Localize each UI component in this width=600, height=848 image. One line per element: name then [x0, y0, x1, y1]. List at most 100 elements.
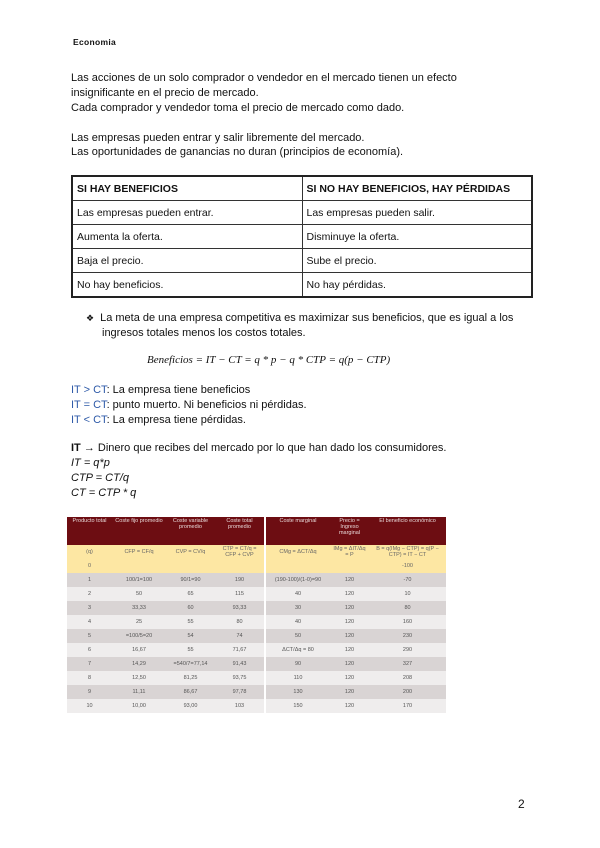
cost-table-cell: 9 [67, 685, 112, 699]
cost-table-cell: 0 [67, 559, 112, 573]
cost-table-cell: 120 [330, 643, 369, 657]
cost-table-cell: =540/7=77,14 [166, 657, 215, 671]
cost-table-cell: 120 [330, 699, 369, 713]
bullet-text: La meta de una empresa competitiva es ma… [100, 312, 514, 324]
cost-table-cell: 65 [166, 587, 215, 601]
comparison-table: SI HAY BENEFICIOS SI NO HAY BENEFICIOS, … [71, 175, 533, 298]
table-header-row: SI HAY BENEFICIOS SI NO HAY BENEFICIOS, … [71, 175, 533, 201]
paragraph-line: Las oportunidades de ganancias no duran … [71, 146, 404, 158]
cost-table-row: Producto total Coste fijo promedio Coste v… [67, 517, 446, 545]
cost-table-cell: 110 [265, 671, 330, 685]
cost-table-cell: 93,75 [215, 671, 266, 685]
condition-text: : La empresa tiene beneficios [106, 384, 251, 396]
cost-table-cell: B = q(IMg − CTP) = q(P − CTP) = IT − CT [369, 545, 446, 559]
cost-table-row: 8 12,50 81,25 93,75 110 120 208 [67, 671, 446, 685]
equation: CT = CTP * q [71, 487, 137, 499]
cost-table-cell: 120 [330, 671, 369, 685]
cost-table-row: 5 =100/5=20 54 74 50 120 230 [67, 629, 446, 643]
cost-table-row: 7 14,29 =540/7=77,14 91,43 90 120 327 [67, 657, 446, 671]
cost-table-cell: 40 [265, 615, 330, 629]
cell: Las empresas pueden salir. [301, 200, 533, 225]
bullet-item: ❖ La meta de una empresa competitiva es m… [86, 311, 513, 341]
cost-table-cell: 33,33 [112, 601, 166, 615]
it-definition: IT → Dinero que recibes del mercado por … [71, 441, 446, 456]
cost-table-cell: 170 [369, 699, 446, 713]
cost-table-row: 2 50 65 115 40 120 10 [67, 587, 446, 601]
condition-label: IT < CT [71, 414, 107, 426]
table-row: No hay beneficios. No hay pérdidas. [71, 272, 533, 298]
cell: Las empresas pueden entrar. [71, 200, 303, 225]
cost-table-cell: 40 [265, 587, 330, 601]
page-number: 2 [518, 797, 525, 811]
cell: Aumenta la oferta. [71, 224, 303, 249]
cost-table-row: 3 33,33 60 93,33 30 120 80 [67, 601, 446, 615]
cell: No hay pérdidas. [301, 272, 533, 298]
cost-table-cell: 190 [215, 573, 266, 587]
cost-table-cell: 97,78 [215, 685, 266, 699]
cost-table-row: (q) CFP = CF/q CVP = CV/q CTP = CT/q = CFP … [67, 545, 446, 559]
condition-text: : punto muerto. Ni beneficios ni pérdida… [106, 399, 307, 411]
cost-table-row: 0 -100 [67, 559, 446, 573]
condition-label: IT = CT [71, 399, 107, 411]
cost-table-row: 10 10,00 93,00 103 150 120 170 [67, 699, 446, 713]
cost-table-cell: 90/1=90 [166, 573, 215, 587]
condition-line: IT > CT: La empresa tiene beneficios [71, 383, 250, 398]
cost-table-cell: 54 [166, 629, 215, 643]
cost-table-cell: 10,00 [112, 699, 166, 713]
cost-table-cell: 4 [67, 615, 112, 629]
cost-table-cell: Coste variable promedio [166, 517, 215, 545]
cost-table-cell: CTP = CT/q = CFP + CVP [215, 545, 266, 559]
cost-table-cell: 120 [330, 587, 369, 601]
cost-table-cell: 120 [330, 615, 369, 629]
cost-table-cell: 120 [330, 657, 369, 671]
cost-table-image: Producto total Coste fijo promedio Coste v… [67, 517, 446, 713]
bullet-text: ingresos totales menos los costos totale… [102, 327, 306, 339]
cost-table-cell: 91,43 [215, 657, 266, 671]
cost-table-cell: 150 [265, 699, 330, 713]
condition-text: : La empresa tiene pérdidas. [106, 414, 246, 426]
cost-table-cell: 120 [330, 601, 369, 615]
cost-table-cell: 8 [67, 671, 112, 685]
cost-table-cell: 30 [265, 601, 330, 615]
cost-table-cell: IMg = ΔIT/Δq = P [330, 545, 369, 559]
cost-table-cell: 11,11 [112, 685, 166, 699]
cost-table-cell: (190-100)/(1-0)=90 [265, 573, 330, 587]
cost-table-cell: 200 [369, 685, 446, 699]
cost-table-cell: 120 [330, 573, 369, 587]
paragraph-line: Las empresas pueden entrar y salir libre… [71, 132, 365, 144]
cost-table-cell: 86,67 [166, 685, 215, 699]
cost-table-cell: 55 [166, 615, 215, 629]
cost-table-cell: =100/5=20 [112, 629, 166, 643]
condition-line: IT < CT: La empresa tiene pérdidas. [71, 413, 246, 428]
cost-table-cell: 10 [67, 699, 112, 713]
cost-table-row: 6 16,67 55 71,67 ΔCT/Δq = 80 120 290 [67, 643, 446, 657]
cost-table-cell: 71,67 [215, 643, 266, 657]
cost-table-cell: 6 [67, 643, 112, 657]
cost-table-cell: 3 [67, 601, 112, 615]
paragraph-line: Las acciones de un solo comprador o vend… [71, 72, 457, 84]
cost-table-cell: Coste fijo promedio [112, 517, 166, 545]
table-row: Baja el precio. Sube el precio. [71, 248, 533, 273]
cost-table-row: 1 100/1=100 90/1=90 190 (190-100)/(1-0)=90 12… [67, 573, 446, 587]
cell: Sube el precio. [301, 248, 533, 273]
cost-table-cell: -70 [369, 573, 446, 587]
paragraph-line: Cada comprador y vendedor toma el precio… [71, 102, 405, 114]
condition-line: IT = CT: punto muerto. Ni beneficios ni … [71, 398, 307, 413]
cost-table-cell: -100 [369, 559, 446, 573]
cost-table-cell: 10 [369, 587, 446, 601]
cost-table-cell: 327 [369, 657, 446, 671]
table-row: Aumenta la oferta. Disminuye la oferta. [71, 224, 533, 249]
cost-table-cell: 25 [112, 615, 166, 629]
page-header: Economia [73, 37, 117, 47]
cost-table-cell: 55 [166, 643, 215, 657]
it-label: IT [71, 442, 81, 454]
it-text: Dinero que recibes del mercado por lo qu… [94, 442, 447, 454]
cost-table-cell: 5 [67, 629, 112, 643]
cost-table-cell [215, 559, 266, 573]
cost-table-cell: 160 [369, 615, 446, 629]
cell: Disminuye la oferta. [301, 224, 533, 249]
bullet-diamond-icon: ❖ [86, 313, 95, 323]
cost-table-cell: 208 [369, 671, 446, 685]
cell: No hay beneficios. [71, 272, 303, 298]
